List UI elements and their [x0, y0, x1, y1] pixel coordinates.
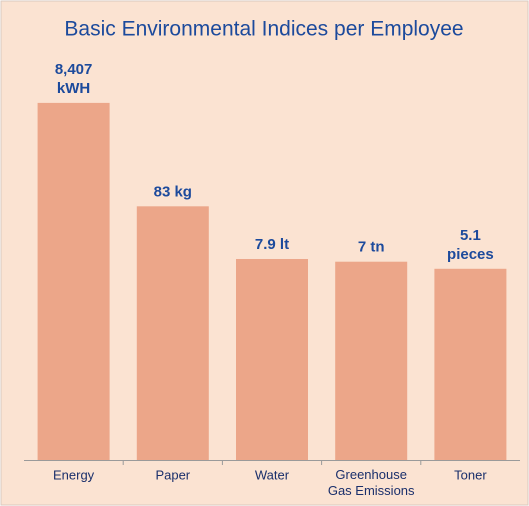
- x-tick-label: Greenhouse Gas Emissions: [328, 467, 415, 498]
- value-label: 7.9 lt: [255, 236, 289, 253]
- value-label: 83 kg: [154, 183, 192, 200]
- bar: [37, 102, 110, 461]
- x-tick-label: Water: [255, 467, 290, 482]
- value-label: 8,407 kWH: [55, 61, 93, 97]
- x-tick-label: Paper: [155, 467, 190, 482]
- bar: [335, 261, 408, 460]
- bar: [136, 206, 209, 460]
- bar: [434, 268, 507, 460]
- chart-title: Basic Environmental Indices per Employee: [64, 18, 463, 41]
- value-label: 5.1 pieces: [447, 227, 494, 263]
- x-tick-label: Toner: [454, 467, 487, 482]
- bar: [236, 258, 308, 460]
- x-tick-label: Energy: [53, 467, 95, 482]
- value-label: 7 tn: [358, 239, 385, 256]
